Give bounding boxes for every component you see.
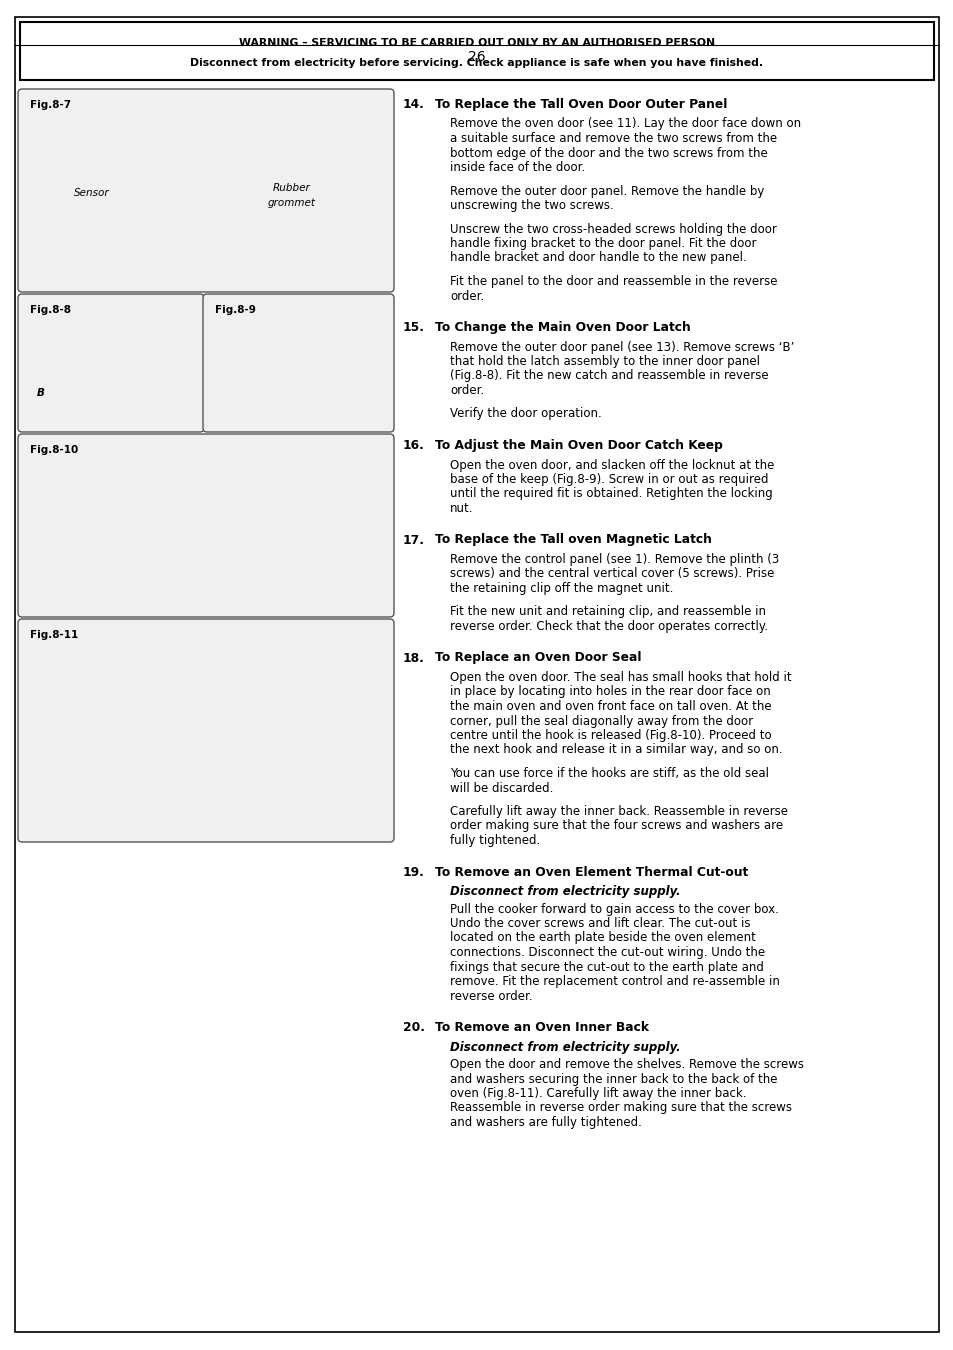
Text: To Replace the Tall Oven Door Outer Panel: To Replace the Tall Oven Door Outer Pane… <box>435 99 726 111</box>
Text: and washers securing the inner back to the back of the: and washers securing the inner back to t… <box>450 1072 777 1085</box>
FancyBboxPatch shape <box>18 620 394 842</box>
Text: centre until the hook is released (Fig.8-10). Proceed to: centre until the hook is released (Fig.8… <box>450 729 771 742</box>
Text: 16.: 16. <box>402 439 424 452</box>
Text: To Remove an Oven Element Thermal Cut-out: To Remove an Oven Element Thermal Cut-ou… <box>435 865 747 879</box>
Text: Unscrew the two cross-headed screws holding the door: Unscrew the two cross-headed screws hold… <box>450 223 776 235</box>
Text: corner, pull the seal diagonally away from the door: corner, pull the seal diagonally away fr… <box>450 714 752 728</box>
Text: 26: 26 <box>468 50 485 63</box>
Text: Verify the door operation.: Verify the door operation. <box>450 408 601 420</box>
Text: Undo the cover screws and lift clear. The cut-out is: Undo the cover screws and lift clear. Th… <box>450 917 750 930</box>
Text: Fig.8-9: Fig.8-9 <box>214 305 255 315</box>
Text: order.: order. <box>450 383 484 397</box>
Text: Fig.8-8: Fig.8-8 <box>30 305 71 315</box>
Text: the next hook and release it in a similar way, and so on.: the next hook and release it in a simila… <box>450 744 781 756</box>
Text: the main oven and oven front face on tall oven. At the: the main oven and oven front face on tal… <box>450 701 771 713</box>
Text: Fig.8-10: Fig.8-10 <box>30 446 78 455</box>
Text: 19.: 19. <box>402 865 424 879</box>
Text: oven (Fig.8-11). Carefully lift away the inner back.: oven (Fig.8-11). Carefully lift away the… <box>450 1087 745 1100</box>
FancyBboxPatch shape <box>18 89 394 292</box>
Text: in place by locating into holes in the rear door face on: in place by locating into holes in the r… <box>450 686 770 698</box>
FancyBboxPatch shape <box>203 294 394 432</box>
Text: the retaining clip off the magnet unit.: the retaining clip off the magnet unit. <box>450 582 673 595</box>
FancyBboxPatch shape <box>18 294 204 432</box>
Text: connections. Disconnect the cut-out wiring. Undo the: connections. Disconnect the cut-out wiri… <box>450 946 764 958</box>
Text: WARNING – SERVICING TO BE CARRIED OUT ONLY BY AN AUTHORISED PERSON: WARNING – SERVICING TO BE CARRIED OUT ON… <box>238 38 715 49</box>
Text: Pull the cooker forward to gain access to the cover box.: Pull the cooker forward to gain access t… <box>450 903 778 915</box>
Text: Fig.8-11: Fig.8-11 <box>30 630 78 640</box>
Text: and washers are fully tightened.: and washers are fully tightened. <box>450 1116 641 1129</box>
Text: 14.: 14. <box>402 99 424 111</box>
Text: B: B <box>37 387 45 398</box>
Text: Reassemble in reverse order making sure that the screws: Reassemble in reverse order making sure … <box>450 1102 791 1115</box>
Bar <box>20 22 933 80</box>
Text: remove. Fit the replacement control and re-assemble in: remove. Fit the replacement control and … <box>450 975 779 988</box>
Text: Remove the oven door (see 11). Lay the door face down on: Remove the oven door (see 11). Lay the d… <box>450 117 801 131</box>
Text: To Remove an Oven Inner Back: To Remove an Oven Inner Back <box>435 1021 648 1034</box>
Text: Open the oven door. The seal has small hooks that hold it: Open the oven door. The seal has small h… <box>450 671 791 684</box>
Text: (Fig.8-8). Fit the new catch and reassemble in reverse: (Fig.8-8). Fit the new catch and reassem… <box>450 370 768 382</box>
Text: Disconnect from electricity before servicing. Check appliance is safe when you h: Disconnect from electricity before servi… <box>191 58 762 68</box>
Text: handle fixing bracket to the door panel. Fit the door: handle fixing bracket to the door panel.… <box>450 238 756 250</box>
Text: To Adjust the Main Oven Door Catch Keep: To Adjust the Main Oven Door Catch Keep <box>435 439 722 452</box>
Text: nut.: nut. <box>450 502 473 514</box>
Text: until the required fit is obtained. Retighten the locking: until the required fit is obtained. Reti… <box>450 487 772 501</box>
Text: Fig.8-7: Fig.8-7 <box>30 100 71 109</box>
Text: Disconnect from electricity supply.: Disconnect from electricity supply. <box>450 886 679 898</box>
Text: Remove the outer door panel. Remove the handle by: Remove the outer door panel. Remove the … <box>450 185 763 197</box>
Text: fully tightened.: fully tightened. <box>450 834 539 846</box>
Text: screws) and the central vertical cover (5 screws). Prise: screws) and the central vertical cover (… <box>450 567 774 580</box>
Text: inside face of the door.: inside face of the door. <box>450 161 584 174</box>
Text: a suitable surface and remove the two screws from the: a suitable surface and remove the two sc… <box>450 132 777 144</box>
Text: reverse order. Check that the door operates correctly.: reverse order. Check that the door opera… <box>450 620 767 633</box>
Text: 17.: 17. <box>402 533 424 547</box>
Text: that hold the latch assembly to the inner door panel: that hold the latch assembly to the inne… <box>450 355 760 369</box>
Text: Disconnect from electricity supply.: Disconnect from electricity supply. <box>450 1041 679 1053</box>
Text: Carefully lift away the inner back. Reassemble in reverse: Carefully lift away the inner back. Reas… <box>450 805 787 818</box>
FancyBboxPatch shape <box>18 433 394 617</box>
Text: To Replace the Tall oven Magnetic Latch: To Replace the Tall oven Magnetic Latch <box>435 533 711 547</box>
Text: Remove the outer door panel (see 13). Remove screws ‘B’: Remove the outer door panel (see 13). Re… <box>450 340 794 354</box>
Text: 20.: 20. <box>402 1021 424 1034</box>
Text: located on the earth plate beside the oven element: located on the earth plate beside the ov… <box>450 931 755 945</box>
Text: grommet: grommet <box>268 198 315 208</box>
Text: will be discarded.: will be discarded. <box>450 782 553 795</box>
Text: Sensor: Sensor <box>74 188 110 198</box>
Text: Open the oven door, and slacken off the locknut at the: Open the oven door, and slacken off the … <box>450 459 774 471</box>
Text: reverse order.: reverse order. <box>450 990 532 1003</box>
Text: order making sure that the four screws and washers are: order making sure that the four screws a… <box>450 819 782 833</box>
Text: 15.: 15. <box>402 321 424 333</box>
Text: order.: order. <box>450 289 484 302</box>
Text: 18.: 18. <box>402 652 424 664</box>
Text: base of the keep (Fig.8-9). Screw in or out as required: base of the keep (Fig.8-9). Screw in or … <box>450 472 768 486</box>
Text: To Change the Main Oven Door Latch: To Change the Main Oven Door Latch <box>435 321 690 333</box>
Text: Fit the panel to the door and reassemble in the reverse: Fit the panel to the door and reassemble… <box>450 275 777 288</box>
Text: Rubber: Rubber <box>273 184 311 193</box>
Text: You can use force if the hooks are stiff, as the old seal: You can use force if the hooks are stiff… <box>450 767 768 780</box>
Text: Open the door and remove the shelves. Remove the screws: Open the door and remove the shelves. Re… <box>450 1058 803 1071</box>
Text: Fit the new unit and retaining clip, and reassemble in: Fit the new unit and retaining clip, and… <box>450 606 765 618</box>
Text: bottom edge of the door and the two screws from the: bottom edge of the door and the two scre… <box>450 147 767 159</box>
Text: handle bracket and door handle to the new panel.: handle bracket and door handle to the ne… <box>450 251 746 265</box>
Text: To Replace an Oven Door Seal: To Replace an Oven Door Seal <box>435 652 640 664</box>
Text: fixings that secure the cut-out to the earth plate and: fixings that secure the cut-out to the e… <box>450 960 763 973</box>
Text: Remove the control panel (see 1). Remove the plinth (3: Remove the control panel (see 1). Remove… <box>450 554 779 566</box>
Text: unscrewing the two screws.: unscrewing the two screws. <box>450 198 613 212</box>
